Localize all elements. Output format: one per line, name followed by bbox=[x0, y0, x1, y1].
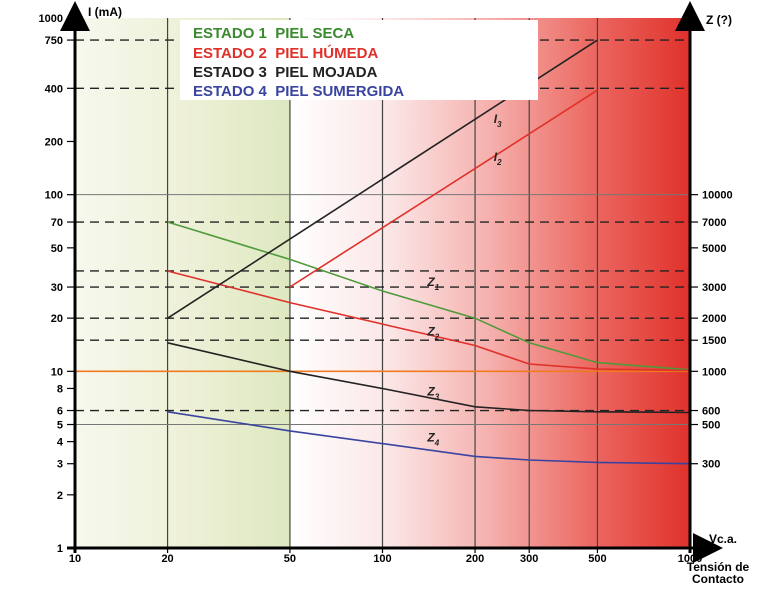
y-left-tick-label: 70 bbox=[51, 217, 63, 229]
x-axis-title: Vc.a. bbox=[709, 532, 737, 546]
x-tick-label: 50 bbox=[284, 553, 296, 565]
legend-entry-2: ESTADO 2 PIEL HÚMEDA bbox=[193, 44, 378, 62]
y-left-tick-label: 5 bbox=[57, 420, 63, 432]
y-right-tick-label: 10000 bbox=[702, 190, 733, 202]
series-lines bbox=[167, 39, 691, 465]
y-left-tick-label: 1 bbox=[57, 543, 63, 555]
y-left-tick-label: 8 bbox=[57, 383, 63, 395]
y-right-tick-label: 5000 bbox=[702, 243, 726, 255]
y-right-tick-label: 7000 bbox=[702, 217, 726, 229]
y-left-tick-label: 750 bbox=[45, 35, 63, 47]
x-tick-label: 20 bbox=[161, 553, 173, 565]
y-left-tick-label: 400 bbox=[45, 83, 63, 95]
y-left-tick-label: 4 bbox=[57, 437, 64, 449]
legend-entry-3: ESTADO 3 PIEL MOJADA bbox=[193, 64, 378, 81]
y-left-tick-label: 1000 bbox=[39, 13, 63, 25]
legend-background bbox=[180, 20, 538, 100]
annotation-subscript: 2 bbox=[496, 158, 502, 167]
y-left-tick-label: 10 bbox=[51, 366, 63, 378]
series-line-z3 bbox=[167, 342, 691, 414]
legend-entry-1: ESTADO 1 PIEL SECA bbox=[193, 25, 354, 42]
y-left-tick-label: 30 bbox=[51, 282, 63, 294]
axis-titles: I (mA) Z (?) Vc.a. Tensión de Contacto bbox=[88, 5, 750, 586]
y-right-axis-title: Z (?) bbox=[706, 13, 732, 27]
background-regions bbox=[75, 18, 690, 548]
series-line-z1 bbox=[167, 221, 691, 371]
y-right-tick-label: 1000 bbox=[702, 366, 726, 378]
y-left-tick-label: 100 bbox=[45, 190, 63, 202]
x-tick-label: 1000 bbox=[678, 553, 702, 565]
x-tick-label: 300 bbox=[520, 553, 538, 565]
annotation-i2: I2 bbox=[494, 150, 502, 167]
y-right-tick-label: 3000 bbox=[702, 282, 726, 294]
series-line-i2 bbox=[289, 89, 598, 288]
y-left-axis-title: I (mA) bbox=[88, 5, 122, 19]
y-left-tick-label: 200 bbox=[45, 136, 63, 148]
x-tick-label: 100 bbox=[373, 553, 391, 565]
x-axis-title-line1: Tensión de bbox=[687, 560, 750, 574]
series-line-z2 bbox=[167, 270, 691, 372]
annotation-subscript: 3 bbox=[435, 392, 440, 401]
y-left-tick-label: 3 bbox=[57, 459, 63, 471]
tick-labels: 1 2 3 4 5 6 8 10 20 30 50 70 100 200 400 750 1000 300 500 6… bbox=[39, 13, 733, 565]
y-right-tick-label: 1500 bbox=[702, 335, 726, 347]
gridlines bbox=[75, 18, 690, 548]
y-left-tick-label: 50 bbox=[51, 243, 63, 255]
x-tick-label: 500 bbox=[588, 553, 606, 565]
y-left-tick-label: 6 bbox=[57, 406, 63, 418]
legend: ESTADO 1 PIEL SECA ESTADO 2 PIEL HÚMEDA … bbox=[180, 20, 538, 100]
x-tick-label: 10 bbox=[69, 553, 81, 565]
y-right-tick-label: 500 bbox=[702, 420, 720, 432]
legend-entry-4: ESTADO 4 PIEL SUMERGIDA bbox=[193, 83, 404, 100]
y-left-tick-label: 20 bbox=[51, 313, 63, 325]
series-line-z4 bbox=[167, 411, 691, 465]
y-right-tick-label: 600 bbox=[702, 406, 720, 418]
y-right-tick-label: 2000 bbox=[702, 313, 726, 325]
annotation-i3: I3 bbox=[494, 112, 502, 129]
annotation-subscript: 3 bbox=[497, 120, 502, 129]
x-tick-label: 200 bbox=[466, 553, 484, 565]
x-axis-title-line2: Contacto bbox=[692, 572, 744, 585]
annotation-subscript: 1 bbox=[435, 283, 440, 292]
y-left-tick-label: 2 bbox=[57, 490, 63, 502]
y-right-tick-label: 300 bbox=[702, 459, 720, 471]
annotation-subscript: 2 bbox=[434, 332, 440, 341]
bg-region-green bbox=[75, 18, 290, 548]
annotation-subscript: 4 bbox=[434, 439, 440, 448]
